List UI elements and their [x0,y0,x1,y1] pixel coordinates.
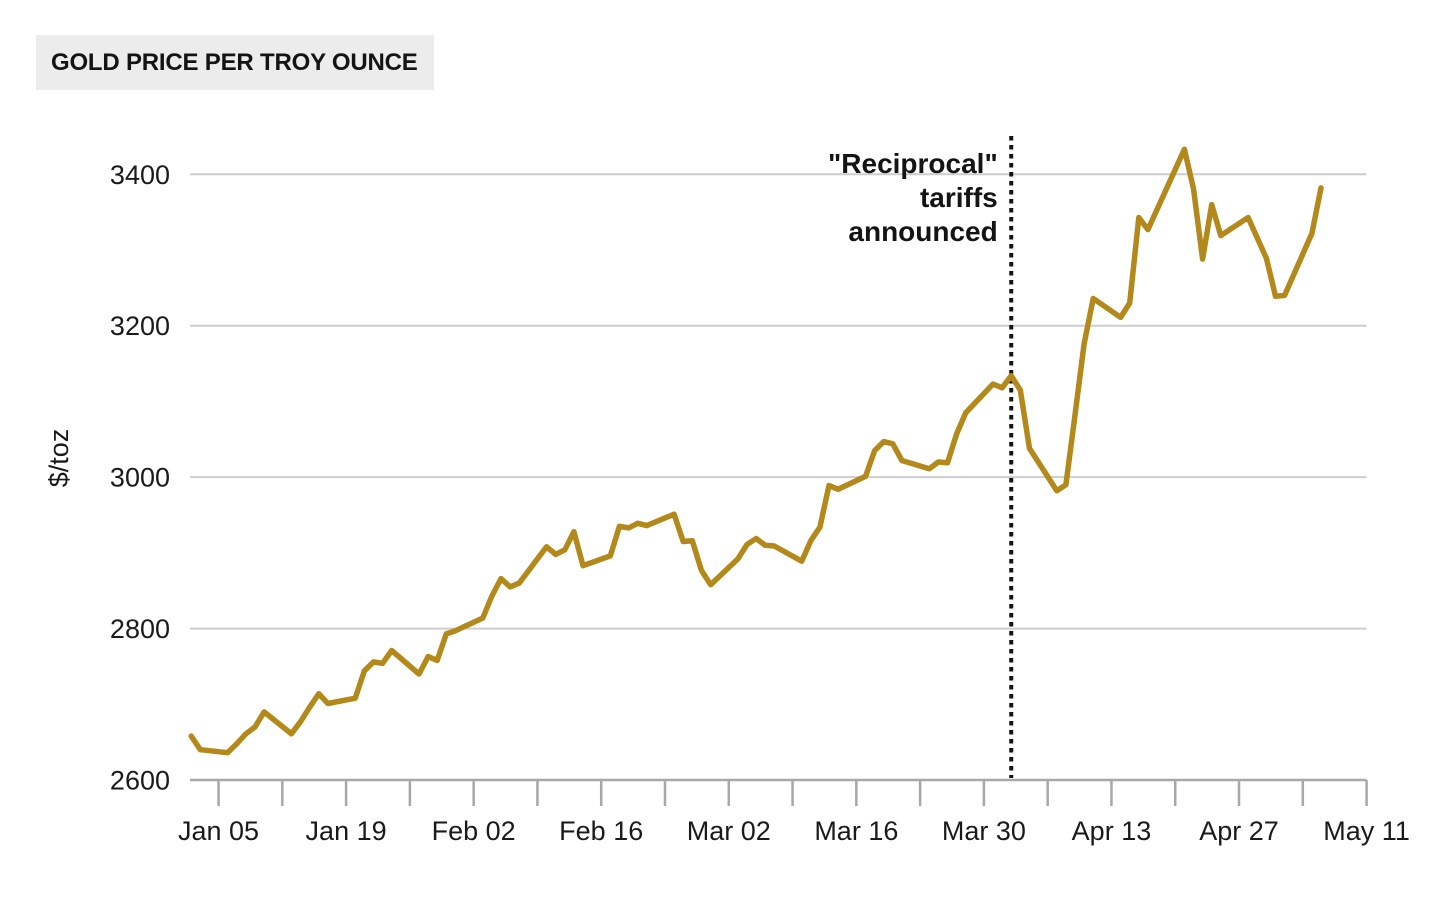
x-axis [190,778,1368,806]
y-tick-label: 2600 [110,766,170,796]
x-tick-label: Apr 27 [1199,816,1279,846]
y-axis-title-text: $/toz [44,429,74,488]
annotation-text-line: announced [848,216,997,247]
x-tick-label: Feb 02 [432,816,516,846]
x-tick-label: Jan 19 [306,816,387,846]
x-tick-label: Apr 13 [1072,816,1152,846]
gridlines [190,173,1367,630]
x-axis-tick-labels: Jan 05 Jan 19 Feb 02 Feb 16 Mar 02 Mar 16 Mar … [178,816,1410,846]
x-tick-label: Mar 16 [814,816,898,846]
y-axis-tick-labels: 3400 3200 3000 2800 2600 [110,160,170,796]
annotation-text-line: tariffs [920,182,998,213]
gold-price-line [188,146,1324,756]
y-tick-label: 2800 [110,614,170,644]
y-tick-label: 3000 [110,463,170,493]
chart-title: GOLD PRICE PER TROY OUNCE [36,35,434,90]
x-tick-label: Mar 02 [687,816,771,846]
x-tick-label: May 11 [1323,816,1410,846]
y-tick-label: 3400 [110,160,170,190]
x-tick-label: Feb 16 [559,816,643,846]
y-tick-label: 3200 [110,311,170,341]
x-tick-label: Jan 05 [178,816,259,846]
x-tick-label: Mar 30 [942,816,1026,846]
y-axis-title: $/toz [44,429,74,488]
annotation-text-line: "Reciprocal" [828,148,998,179]
gold-price-polyline [188,146,1324,756]
